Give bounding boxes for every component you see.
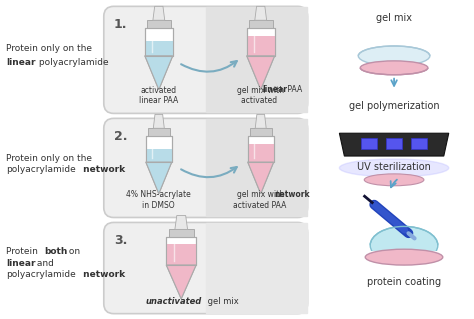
- Polygon shape: [153, 115, 164, 128]
- Bar: [147, 20, 171, 28]
- Polygon shape: [146, 162, 172, 194]
- Bar: [364, 251, 444, 276]
- Text: gel mix with
activated PAA: gel mix with activated PAA: [233, 190, 289, 210]
- Text: 2.: 2.: [114, 130, 127, 143]
- Polygon shape: [166, 265, 196, 299]
- Text: 3.: 3.: [114, 234, 127, 247]
- Bar: [248, 145, 273, 162]
- Text: gel mix with
activated: gel mix with activated: [237, 86, 284, 106]
- Text: 4% NHS-acrylate
in DMSO: 4% NHS-acrylate in DMSO: [127, 190, 191, 210]
- Bar: [250, 128, 272, 136]
- Bar: [206, 223, 307, 313]
- Bar: [148, 128, 170, 136]
- Text: gel mix: gel mix: [376, 13, 412, 23]
- Text: Protein only on the: Protein only on the: [6, 44, 92, 54]
- Bar: [248, 136, 273, 162]
- Polygon shape: [166, 265, 196, 299]
- Text: polyacrylamide: polyacrylamide: [6, 271, 76, 279]
- Bar: [146, 136, 172, 162]
- FancyBboxPatch shape: [104, 118, 308, 218]
- Polygon shape: [247, 56, 274, 90]
- Text: on: on: [66, 247, 80, 256]
- Bar: [145, 28, 173, 56]
- Text: activated
linear PAA: activated linear PAA: [139, 86, 178, 106]
- Bar: [166, 244, 196, 265]
- Bar: [146, 136, 172, 162]
- Text: 1.: 1.: [114, 18, 127, 31]
- Text: network: network: [80, 166, 125, 174]
- Bar: [145, 41, 173, 56]
- Polygon shape: [248, 162, 273, 194]
- Bar: [206, 119, 307, 217]
- Bar: [361, 138, 377, 149]
- Ellipse shape: [365, 249, 443, 265]
- Text: network: network: [274, 190, 310, 199]
- Bar: [247, 36, 274, 56]
- Polygon shape: [146, 162, 172, 194]
- Bar: [248, 136, 273, 162]
- Polygon shape: [255, 6, 267, 20]
- Ellipse shape: [339, 159, 449, 177]
- FancyBboxPatch shape: [104, 6, 308, 114]
- Text: Protein only on the: Protein only on the: [6, 153, 92, 162]
- Bar: [206, 7, 307, 112]
- Text: UV sterilization: UV sterilization: [357, 162, 431, 172]
- Ellipse shape: [358, 46, 430, 66]
- Text: protein coating: protein coating: [367, 277, 441, 287]
- Bar: [169, 229, 194, 237]
- Bar: [166, 237, 196, 265]
- Bar: [247, 28, 274, 56]
- Ellipse shape: [360, 61, 428, 75]
- Text: linear: linear: [263, 85, 288, 94]
- Bar: [247, 28, 274, 56]
- Polygon shape: [153, 6, 165, 20]
- Bar: [411, 138, 427, 149]
- Text: linear: linear: [6, 259, 36, 268]
- Text: polyacrylamide: polyacrylamide: [36, 58, 109, 67]
- Text: PAA: PAA: [284, 85, 302, 94]
- Text: and: and: [34, 259, 54, 268]
- Text: network: network: [80, 271, 125, 279]
- Text: both: both: [44, 247, 67, 256]
- Polygon shape: [255, 115, 266, 128]
- Polygon shape: [248, 162, 273, 194]
- Text: Protein: Protein: [6, 247, 41, 256]
- Text: gel mix: gel mix: [205, 297, 239, 306]
- Ellipse shape: [364, 174, 424, 186]
- Text: linear: linear: [6, 58, 36, 67]
- Polygon shape: [339, 133, 449, 156]
- Bar: [386, 138, 402, 149]
- Polygon shape: [175, 216, 188, 229]
- Bar: [145, 28, 173, 56]
- Bar: [166, 237, 196, 265]
- Bar: [249, 20, 273, 28]
- Polygon shape: [145, 56, 173, 90]
- FancyBboxPatch shape: [104, 222, 308, 314]
- Text: unactivated: unactivated: [145, 297, 201, 306]
- Polygon shape: [247, 56, 274, 90]
- Polygon shape: [145, 56, 173, 90]
- Bar: [146, 149, 172, 162]
- Ellipse shape: [370, 226, 438, 264]
- Text: gel polymerization: gel polymerization: [349, 100, 439, 110]
- Text: polyacrylamide: polyacrylamide: [6, 166, 76, 174]
